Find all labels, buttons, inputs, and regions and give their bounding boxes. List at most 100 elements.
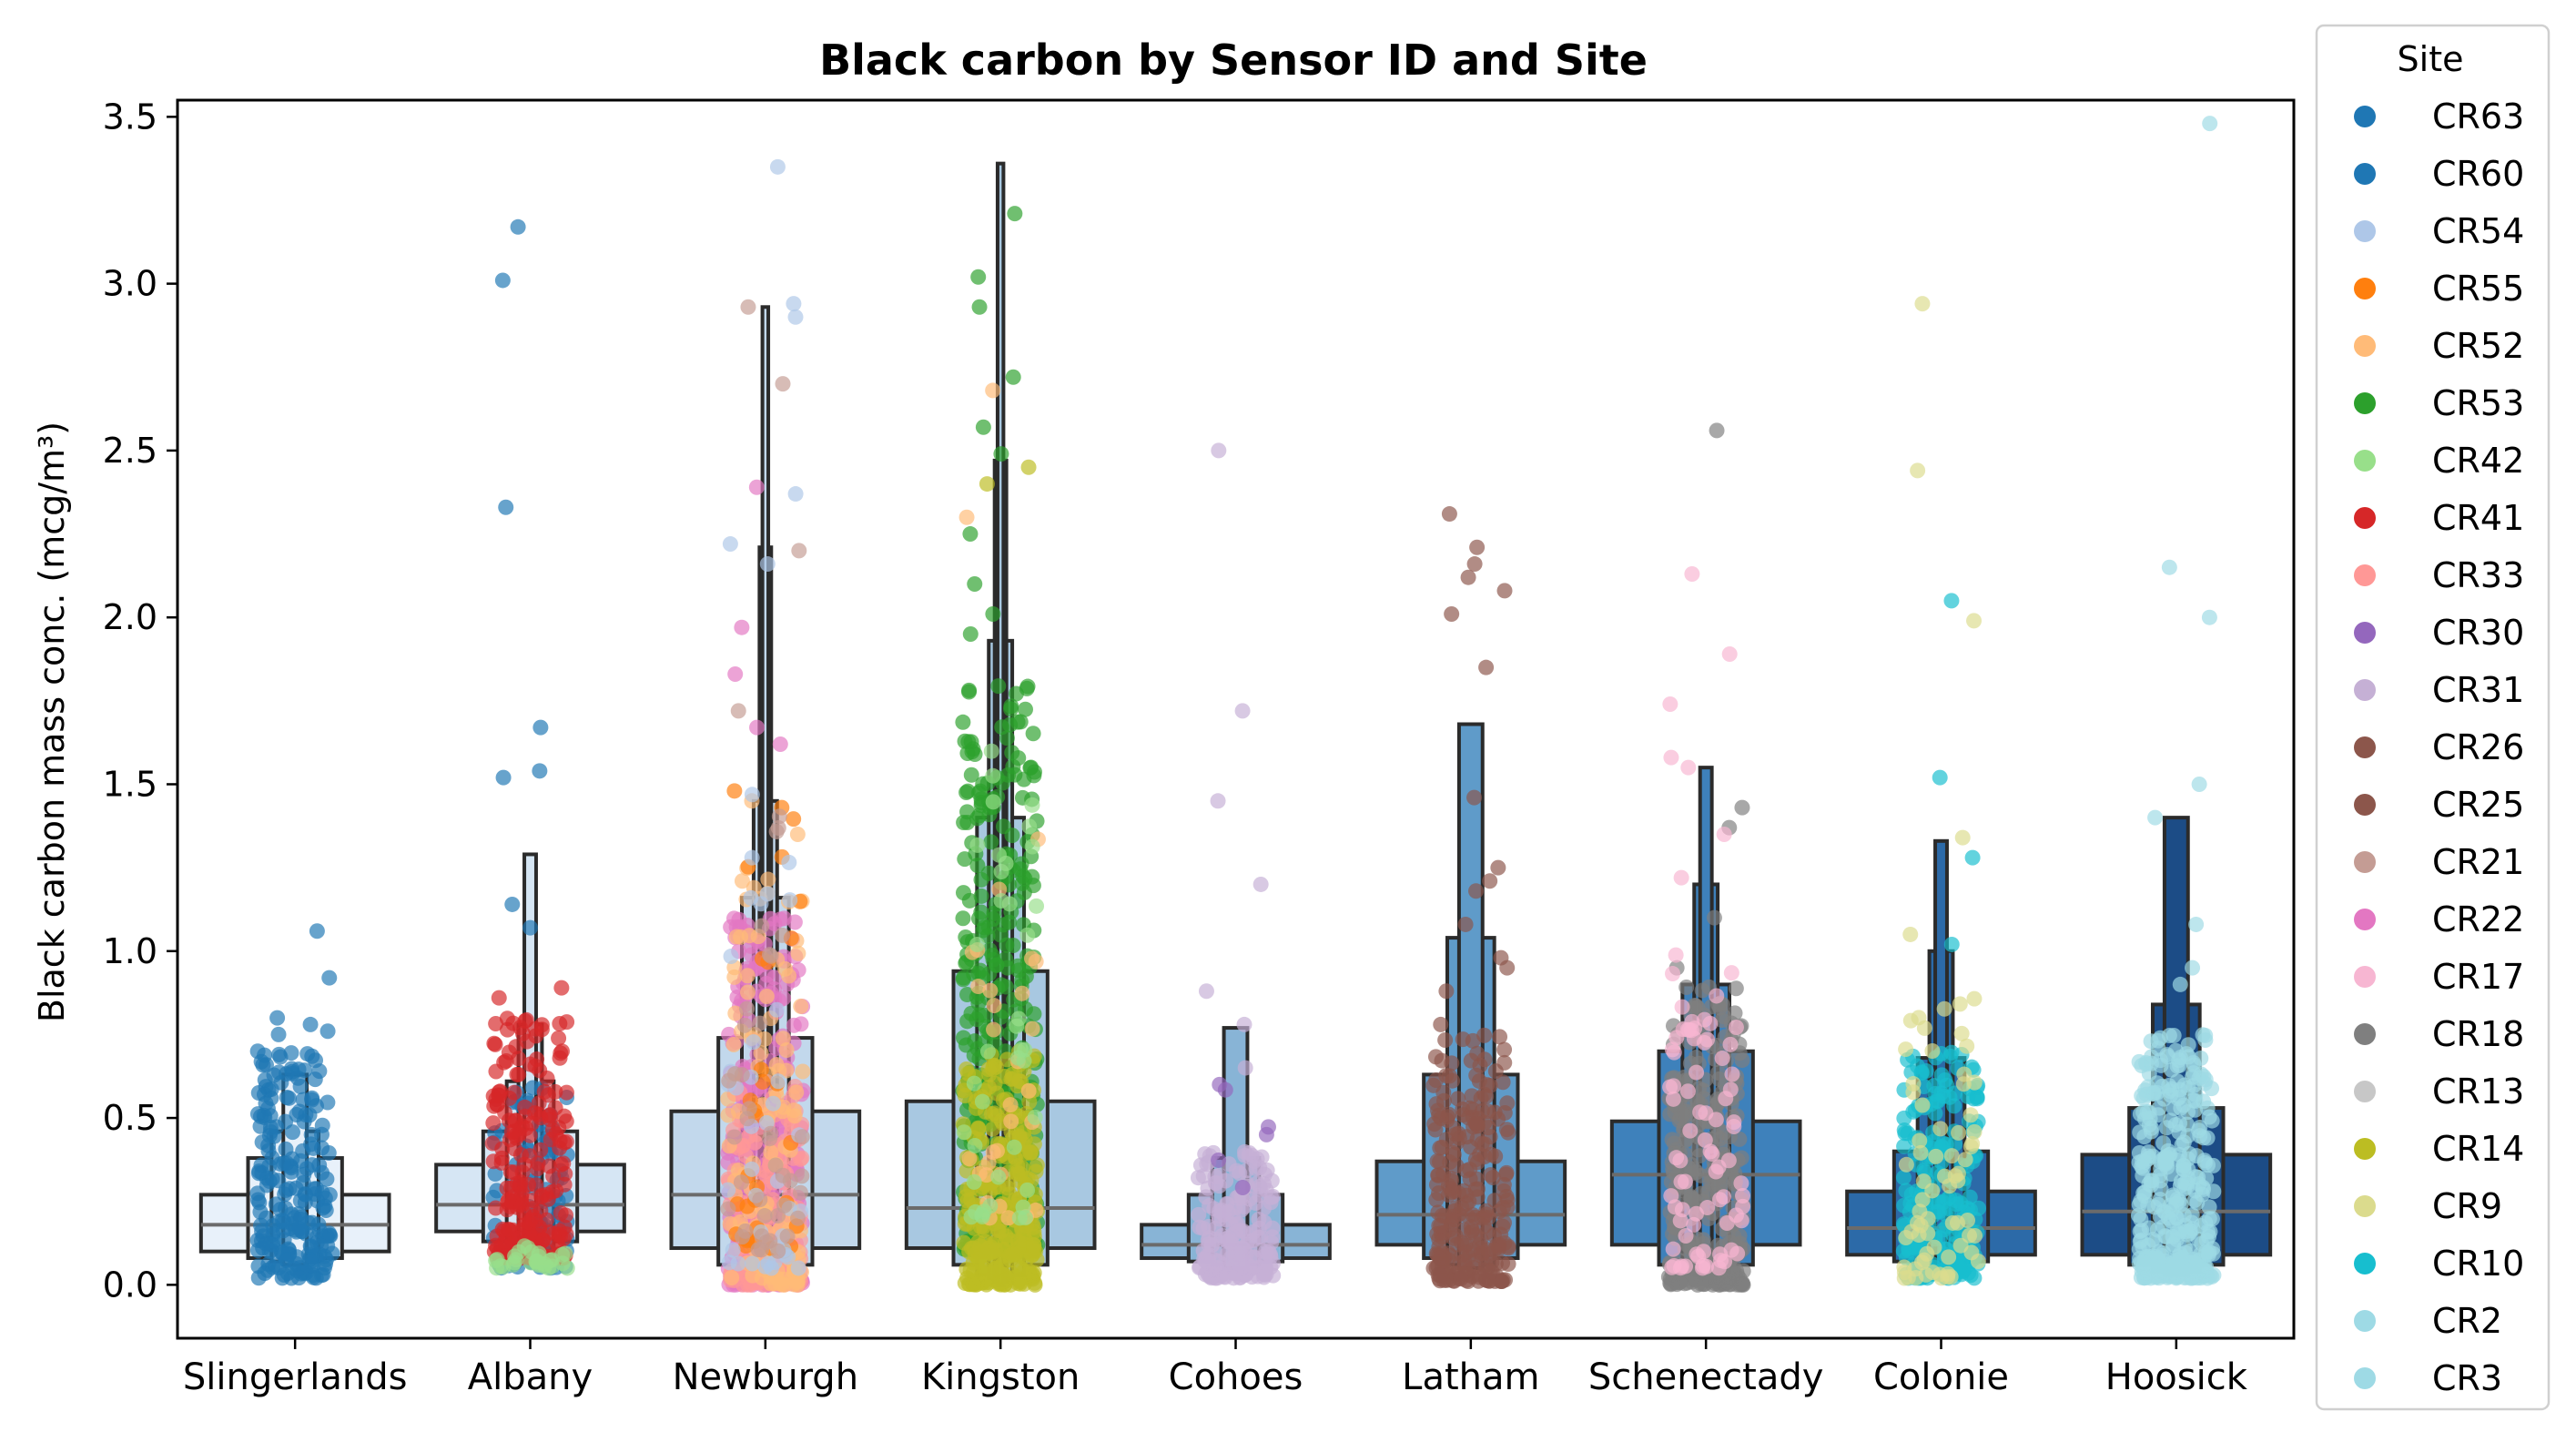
data-point [1964, 1135, 1981, 1152]
data-point [970, 995, 987, 1011]
data-point [723, 949, 739, 965]
data-point [734, 873, 750, 889]
outlier-point [269, 1010, 286, 1026]
plot-area: 0.0 0.5 1.0 1.5 2.0 2.5 3.0 3.5 Slingerlands Alba… [103, 96, 2296, 1398]
data-point [513, 1185, 530, 1202]
data-point [973, 888, 989, 904]
outlier-point [772, 736, 788, 752]
data-point [2186, 1057, 2202, 1073]
data-point [763, 1125, 779, 1142]
data-point [258, 1210, 274, 1226]
data-point [1256, 1248, 1273, 1264]
data-point [1896, 1122, 1912, 1139]
data-point [499, 1021, 515, 1038]
legend-label: CR53 [2432, 383, 2524, 423]
outlier-point [958, 509, 975, 525]
data-point [1264, 1220, 1281, 1236]
data-point [745, 1255, 761, 1272]
legend-entry-cr41: CR41 [2354, 498, 2524, 538]
data-point [1003, 1113, 1019, 1130]
outlier-point [302, 1016, 319, 1032]
data-point [1027, 1109, 1043, 1125]
legend-title: Site [2398, 39, 2464, 79]
data-point [995, 818, 1011, 835]
data-point [756, 1208, 773, 1224]
legend-entry-cr22: CR22 [2354, 899, 2524, 939]
data-point [1026, 764, 1042, 780]
data-point [1662, 1079, 1678, 1095]
data-point [776, 1197, 793, 1214]
data-point [1726, 1114, 1742, 1131]
data-point [485, 1115, 502, 1132]
data-point [988, 1234, 1004, 1250]
data-point [313, 1126, 330, 1142]
data-point [1735, 1198, 1751, 1214]
data-point [501, 1221, 517, 1237]
data-point [1021, 1093, 1038, 1110]
data-point [1492, 1029, 1508, 1045]
data-point [1227, 1239, 1243, 1255]
data-point [739, 984, 756, 1000]
data-point [2141, 1104, 2157, 1121]
data-point [1668, 947, 1684, 963]
data-point [2155, 1203, 2172, 1219]
data-point [1692, 1104, 1709, 1121]
data-point [1733, 1175, 1749, 1192]
data-point [324, 1245, 340, 1262]
data-point [320, 1145, 337, 1162]
data-point [1009, 1158, 1026, 1174]
data-point [1902, 1012, 1919, 1029]
outlier-point [491, 990, 507, 1006]
outlier-point [1468, 883, 1485, 899]
data-point [969, 858, 986, 874]
outlier-point [769, 158, 786, 175]
data-point [1463, 1224, 1479, 1240]
data-point [992, 1275, 1009, 1292]
data-point [1913, 1254, 1930, 1271]
data-point [2187, 1086, 2204, 1102]
outlier-point [970, 269, 987, 285]
x-category-label: Colonie [1873, 1356, 2009, 1398]
data-point [1665, 1226, 1681, 1243]
outlier-point [510, 218, 526, 235]
data-point [974, 1093, 990, 1110]
data-point [1464, 1088, 1480, 1104]
data-point [267, 1257, 283, 1274]
data-point [965, 741, 981, 757]
data-point [1024, 1021, 1040, 1037]
legend-label: CR26 [2432, 727, 2524, 767]
data-point [1021, 818, 1038, 835]
data-point [1672, 1213, 1689, 1229]
outlier-point [553, 980, 570, 996]
data-point [1434, 1139, 1450, 1155]
outlier-point [2185, 960, 2201, 976]
data-point [1673, 1104, 1689, 1121]
data-point [1478, 1206, 1495, 1223]
data-point [291, 1221, 308, 1237]
outlier-point [759, 556, 776, 573]
legend-label: CR2 [2432, 1301, 2502, 1341]
data-point [1959, 1038, 1975, 1054]
data-point [786, 811, 802, 828]
data-point [1900, 1269, 1916, 1285]
data-point [793, 998, 809, 1014]
outlier-point [1966, 613, 1983, 629]
outlier-point [522, 919, 539, 936]
data-point [311, 1223, 328, 1239]
data-point [2132, 1234, 2148, 1250]
data-point [993, 863, 1009, 879]
data-point [1233, 1202, 1250, 1218]
data-point [739, 968, 756, 984]
outlier-point [1914, 296, 1931, 312]
outlier-point [1020, 459, 1037, 475]
data-point [488, 1200, 504, 1216]
outlier-point [494, 272, 511, 289]
data-point [739, 1000, 756, 1017]
data-point [251, 1194, 268, 1211]
data-point [754, 918, 770, 934]
data-point [2204, 1081, 2220, 1097]
data-point [531, 1095, 547, 1112]
legend-label: CR31 [2432, 670, 2524, 710]
data-point [2189, 1194, 2206, 1211]
legend-entry-cr54: CR54 [2354, 211, 2524, 251]
